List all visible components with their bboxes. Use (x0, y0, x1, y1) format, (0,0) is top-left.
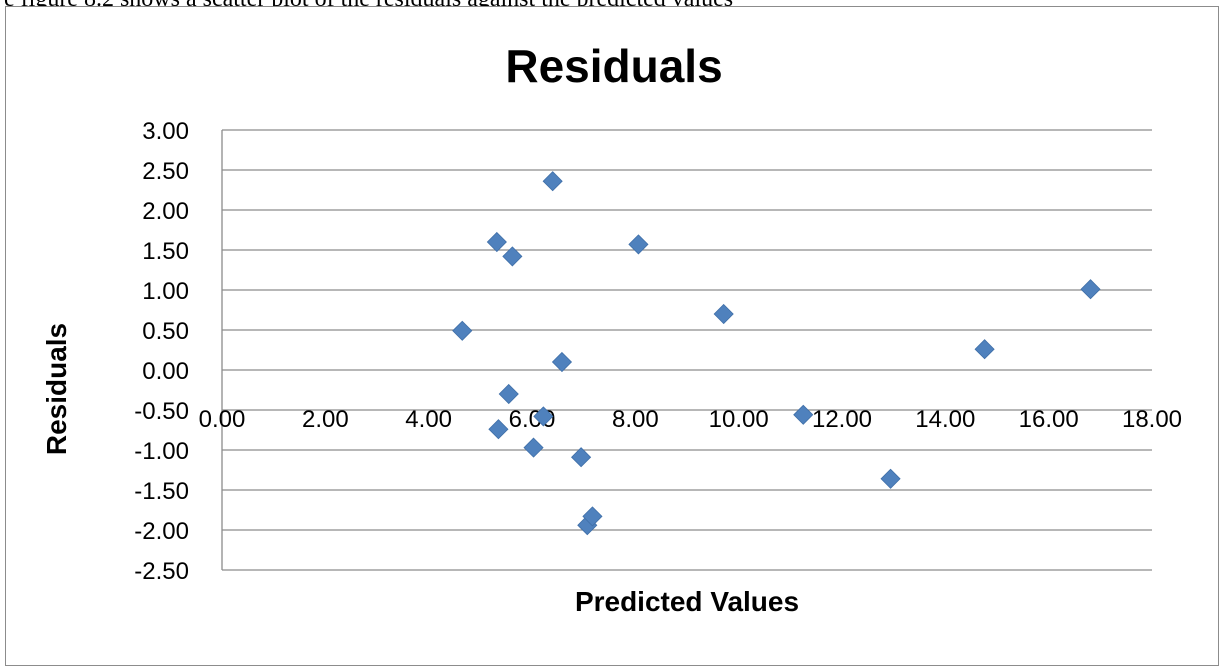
data-point (880, 468, 901, 489)
data-point (713, 303, 734, 325)
x-tick-label: 16.00 (1019, 406, 1079, 433)
y-tick-label: 0.00 (142, 358, 189, 385)
chart-frame (5, 6, 1219, 666)
y-tick-label: -2.50 (134, 558, 189, 585)
data-points (452, 171, 1101, 536)
data-point (571, 447, 592, 468)
y-tick-label: -0.50 (134, 398, 189, 425)
y-tick-label: 0.50 (142, 318, 189, 345)
chart-title: Residuals (505, 40, 722, 92)
x-tick-label: 18.00 (1122, 406, 1182, 433)
y-axis-tick-labels: 3.00 2.50 2.00 1.50 1.00 0.50 0.00 -0.50 -1.00 -1… (134, 118, 189, 585)
data-point (1080, 279, 1101, 300)
data-point (486, 231, 507, 253)
x-axis-title: Predicted Values (575, 586, 799, 617)
gridlines (221, 129, 1152, 571)
data-point (793, 404, 814, 425)
y-tick-label: 1.50 (142, 238, 189, 265)
y-tick-label: 3.00 (142, 118, 189, 145)
y-tick-label: -1.00 (134, 438, 189, 465)
x-tick-label: 14.00 (915, 406, 975, 433)
x-tick-label: 10.00 (709, 406, 769, 433)
y-tick-label: 2.50 (142, 158, 189, 185)
data-point (582, 506, 603, 527)
y-tick-label: 2.00 (142, 198, 189, 225)
x-tick-label: 2.00 (302, 406, 349, 433)
y-tick-label: 1.00 (142, 278, 189, 305)
data-point (502, 246, 523, 267)
data-point (974, 339, 995, 360)
data-point (523, 437, 544, 458)
data-point (452, 320, 473, 341)
x-tick-label: 12.00 (812, 406, 872, 433)
data-point (542, 171, 563, 192)
x-tick-label: 4.00 (405, 406, 452, 433)
data-point (533, 406, 554, 427)
data-point (498, 383, 519, 405)
y-tick-label: -1.50 (134, 478, 189, 505)
data-point (628, 234, 649, 255)
x-tick-label: 0.00 (199, 406, 246, 433)
y-axis-title: Residuals (41, 323, 72, 455)
data-point (551, 351, 573, 373)
y-tick-label: -2.00 (134, 518, 189, 545)
data-point (488, 419, 509, 440)
x-tick-label: 8.00 (612, 406, 659, 433)
